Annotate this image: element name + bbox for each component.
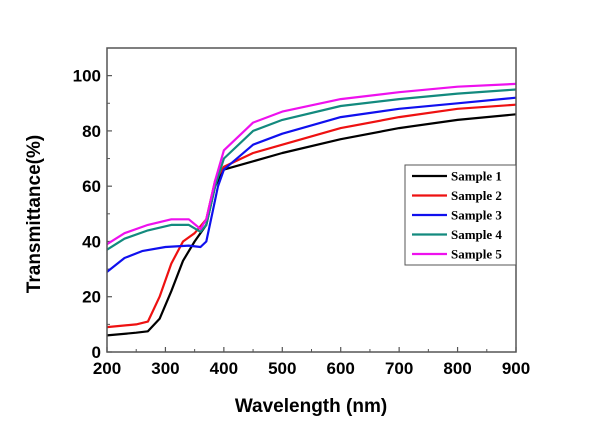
series-line-sample-4 — [106, 88, 517, 251]
x-tick-label: 200 — [93, 359, 121, 378]
legend-label: Sample 2 — [451, 188, 502, 203]
y-tick-label: 100 — [73, 67, 101, 86]
y-tick-label: 20 — [82, 288, 101, 307]
y-tick-label: 60 — [82, 177, 101, 196]
y-tick-label: 40 — [82, 232, 101, 251]
legend-label: Sample 4 — [451, 227, 502, 242]
x-tick-label: 300 — [151, 359, 179, 378]
x-tick-label: 400 — [210, 359, 238, 378]
y-axis-label: Transmittance(%) — [24, 135, 45, 293]
legend-label: Sample 1 — [451, 169, 502, 184]
x-tick-label: 800 — [443, 359, 471, 378]
x-tick-label: 500 — [268, 359, 296, 378]
x-axis-label: Wavelength (nm) — [235, 396, 387, 417]
legend-label: Sample 3 — [451, 208, 502, 223]
y-tick-label: 0 — [92, 343, 101, 362]
legend: Sample 1 Sample 2 Sample 3 Sample 4 Sample 5 — [404, 164, 517, 266]
x-tick-label: 900 — [502, 359, 530, 378]
x-tick-label: 600 — [327, 359, 355, 378]
legend-label: Sample 5 — [451, 247, 502, 262]
x-tick-label: 700 — [385, 359, 413, 378]
series-line-sample-3 — [106, 96, 517, 273]
y-tick-label: 80 — [82, 122, 101, 141]
series-line-sample-5 — [106, 82, 517, 246]
